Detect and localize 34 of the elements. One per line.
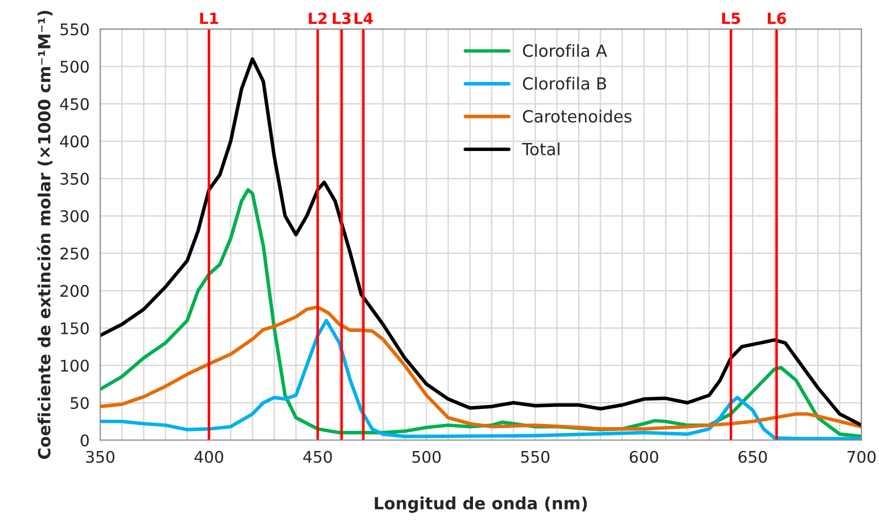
legend-label: Total bbox=[522, 142, 560, 156]
ref-line-label: L1 bbox=[200, 12, 218, 24]
y-tick-label: 150 bbox=[61, 322, 89, 334]
x-tick-label: 650 bbox=[738, 450, 767, 463]
x-tick-label: 600 bbox=[630, 450, 658, 463]
y-tick-label: 500 bbox=[60, 60, 89, 73]
ref-line-label: L4 bbox=[354, 12, 373, 24]
y-tick-label: 100 bbox=[61, 360, 89, 372]
x-tick-label: 500 bbox=[412, 450, 441, 463]
x-tick-label: 700 bbox=[847, 450, 876, 463]
x-tick-label: 450 bbox=[303, 450, 332, 463]
legend-label: Carotenoides bbox=[522, 110, 632, 123]
y-tick-label: 350 bbox=[60, 172, 89, 185]
line-series bbox=[100, 305, 862, 431]
ref-line-label: L2 bbox=[308, 12, 327, 24]
x-tick-label: 550 bbox=[521, 450, 550, 463]
legend-label: Clorofila B bbox=[522, 76, 606, 90]
y-tick-label: 50 bbox=[70, 396, 89, 410]
y-tick-label: 400 bbox=[60, 135, 89, 148]
x-axis-title: Longitud de onda (nm) bbox=[374, 496, 587, 513]
y-tick-label: 0 bbox=[80, 434, 89, 446]
ref-line-label: L6 bbox=[768, 12, 786, 24]
y-tick-label: 200 bbox=[60, 284, 89, 297]
ref-line-label: L3 bbox=[332, 12, 351, 24]
line-series bbox=[100, 57, 862, 427]
y-tick-label: 550 bbox=[60, 23, 89, 36]
legend-label: Clorofila A bbox=[522, 44, 608, 57]
y-tick-label: 450 bbox=[60, 98, 89, 110]
x-tick-label: 400 bbox=[194, 450, 224, 463]
ref-line-label: L5 bbox=[722, 12, 740, 24]
y-tick-label: 250 bbox=[60, 248, 89, 260]
y-tick-label: 300 bbox=[60, 210, 89, 222]
y-axis-title: Coeficiente de extinción molar (×1000 cm⁻¹M⁻¹) bbox=[36, 10, 52, 459]
x-tick-label: 350 bbox=[86, 450, 114, 463]
